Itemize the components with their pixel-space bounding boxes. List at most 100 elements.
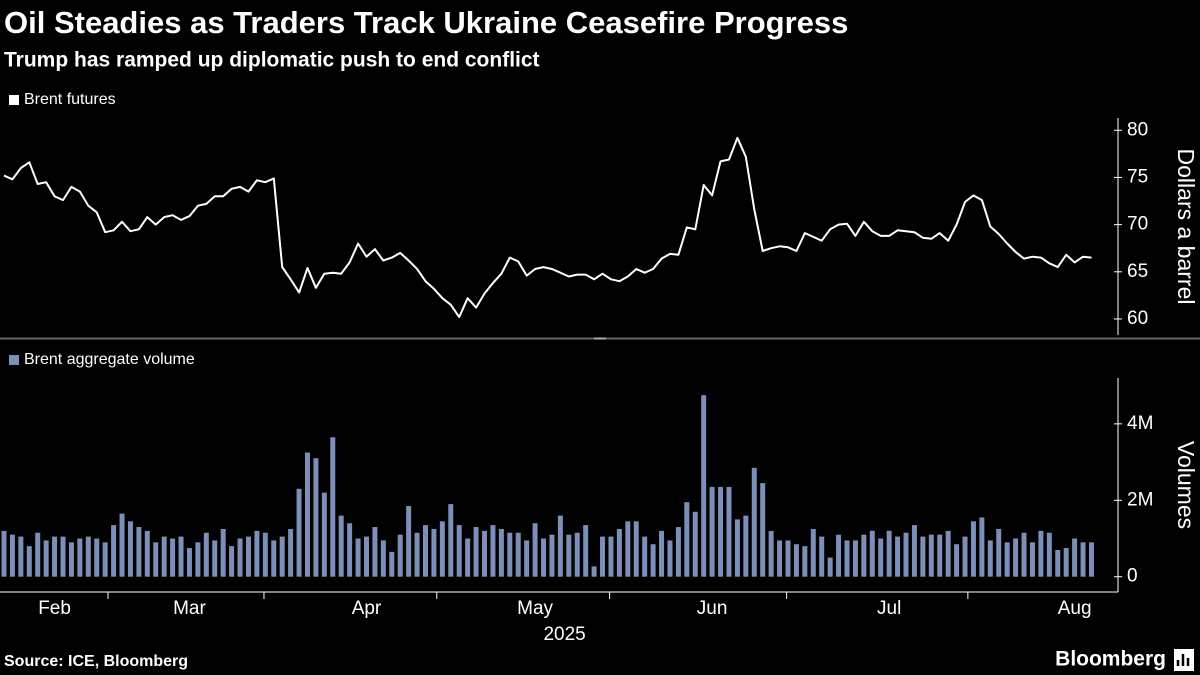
- volume-bar: [751, 467, 757, 577]
- volume-bar: [911, 525, 917, 577]
- volume-bar: [18, 536, 24, 577]
- volume-bar: [945, 530, 951, 577]
- volume-bar: [819, 536, 825, 577]
- y-tick-label: 60: [1127, 308, 1148, 329]
- volume-bar: [304, 452, 310, 577]
- volume-bar: [237, 538, 243, 577]
- legend-swatch: [9, 95, 19, 105]
- volume-bar: [1072, 538, 1078, 577]
- y-tick-label: 80: [1127, 119, 1148, 140]
- volume-bar: [996, 528, 1002, 577]
- volume-bar: [212, 540, 218, 577]
- volume-bar: [406, 506, 412, 577]
- y-tick-label: 0: [1127, 566, 1138, 587]
- volume-bar: [726, 486, 732, 577]
- y-tick-label: 75: [1127, 166, 1148, 187]
- volume-bar: [144, 530, 150, 577]
- volume-bar: [1080, 542, 1086, 577]
- volume-bar: [701, 395, 707, 577]
- volume-bar: [363, 536, 369, 577]
- volume-bar: [313, 458, 319, 577]
- x-axis-label: 2025: [543, 624, 585, 645]
- volume-bar: [153, 542, 159, 577]
- volume-bar: [692, 511, 698, 577]
- volume-bar: [136, 527, 142, 577]
- volume-bar: [625, 521, 631, 577]
- volume-bar: [709, 486, 715, 577]
- volume-bar: [195, 542, 201, 577]
- volume-bar: [170, 538, 176, 577]
- volume-bar: [448, 504, 454, 577]
- x-tick-label: Apr: [352, 598, 382, 619]
- volume-bar: [94, 538, 100, 577]
- volume-bar: [414, 532, 420, 577]
- volume-bar: [869, 530, 875, 577]
- volume-bar: [591, 566, 597, 577]
- volume-bar: [1046, 532, 1052, 577]
- volume-bar: [861, 534, 867, 577]
- volume-bar: [254, 530, 260, 577]
- volume-bar: [928, 534, 934, 577]
- volume-bar: [68, 542, 74, 577]
- volume-bar: [77, 538, 83, 577]
- volume-bar: [288, 528, 294, 577]
- volume-bar: [1004, 542, 1010, 577]
- volume-bar: [296, 488, 302, 577]
- volume-bar: [178, 536, 184, 577]
- volume-bar: [490, 525, 496, 577]
- brand: Bloomberg: [1055, 648, 1166, 671]
- volume-bar: [920, 536, 926, 577]
- volume-bar: [549, 534, 555, 577]
- volume-bar: [852, 540, 858, 577]
- volume-bar: [827, 557, 833, 577]
- volume-bar: [633, 521, 639, 577]
- brand-logo-glyph: [1176, 654, 1190, 666]
- volume-bar: [111, 525, 117, 577]
- volume-bar: [245, 536, 251, 577]
- volume-bar: [1063, 548, 1069, 577]
- volume-bar: [642, 536, 648, 577]
- volume-bar: [903, 532, 909, 577]
- volume-bar: [987, 540, 993, 577]
- volume-bar: [203, 532, 209, 577]
- y-axis-label: Dollars a barrel: [1173, 149, 1199, 305]
- volume-bar: [102, 542, 108, 577]
- volume-bar: [127, 521, 133, 577]
- volume-bar: [566, 534, 572, 577]
- y-axis-label: Volumes: [1173, 441, 1199, 529]
- volume-bar: [810, 528, 816, 577]
- volume-bar: [279, 536, 285, 577]
- legend-swatch: [9, 355, 19, 365]
- volume-bar: [970, 521, 976, 577]
- volume-bar: [524, 540, 530, 577]
- volume-bar: [423, 525, 428, 577]
- volume-bar: [743, 515, 749, 577]
- volume-bar: [608, 536, 614, 577]
- volume-bar: [532, 523, 538, 577]
- volume-bar: [1013, 538, 1019, 577]
- volume-bar: [330, 437, 336, 577]
- x-tick-label: Aug: [1058, 598, 1092, 619]
- volume-bar: [515, 532, 521, 577]
- volume-bar: [886, 530, 892, 577]
- volume-bar: [777, 540, 783, 577]
- volume-bar: [937, 534, 943, 577]
- volume-bar: [43, 540, 49, 577]
- volume-bar: [793, 544, 799, 577]
- volume-bar: [878, 538, 884, 577]
- price-line: [3, 136, 1092, 319]
- volume-bar: [431, 528, 437, 577]
- volume-bar: [675, 527, 681, 577]
- volume-bar: [557, 515, 563, 577]
- volume-bar: [836, 534, 842, 577]
- y-tick-label: 70: [1127, 214, 1148, 235]
- volume-bar: [347, 523, 353, 577]
- volume-bar: [220, 528, 226, 577]
- volume-bar: [667, 540, 673, 577]
- x-tick-label: Feb: [38, 598, 71, 619]
- volume-bar: [372, 527, 378, 577]
- volume-bar: [962, 536, 968, 577]
- volume-bar: [895, 536, 901, 577]
- volume-bar: [271, 540, 277, 577]
